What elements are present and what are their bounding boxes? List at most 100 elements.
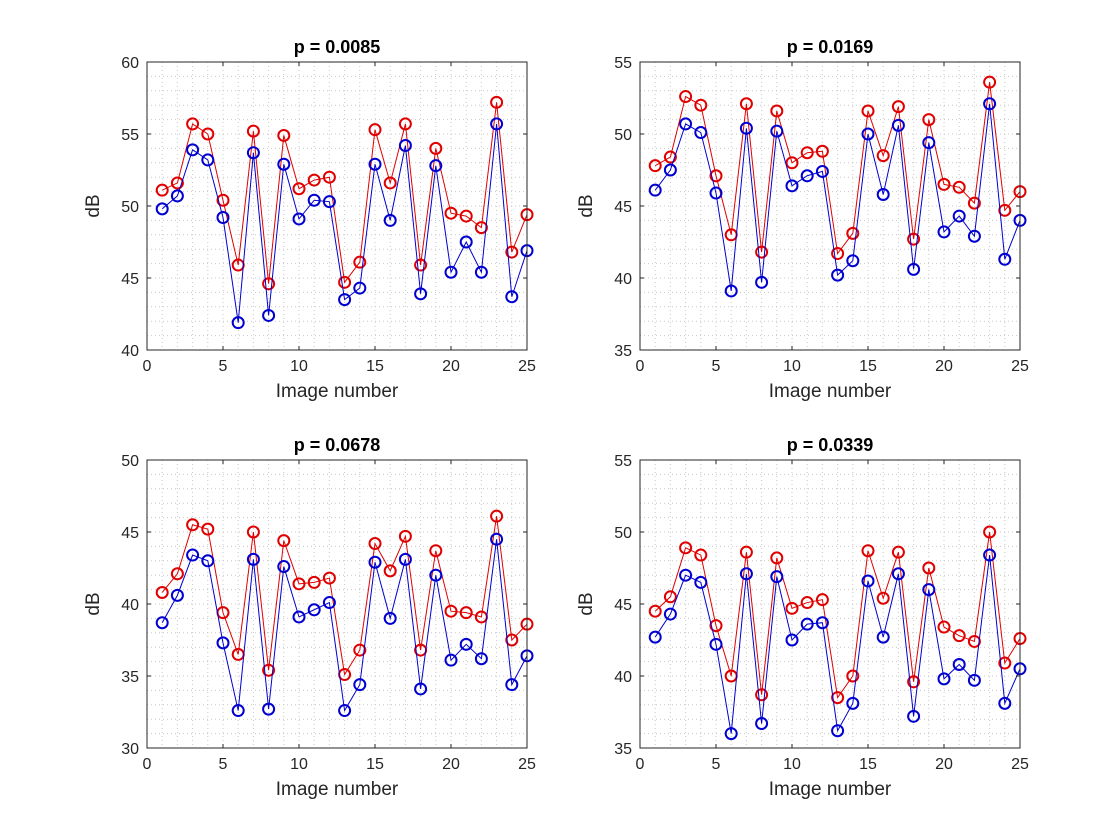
data-point-red [694, 98, 708, 112]
data-point-red [444, 206, 458, 220]
data-point-blue [861, 574, 875, 588]
data-point-blue [474, 652, 488, 666]
data-point-red [186, 117, 200, 131]
data-point-red [770, 551, 784, 565]
data-point-red [338, 275, 352, 289]
y-tick-label: 45 [614, 199, 632, 216]
x-axis-label: Image number [769, 779, 892, 800]
chart-title: p = 0.0085 [294, 37, 381, 57]
series-line-red [161, 102, 528, 284]
data-point-blue [724, 727, 738, 741]
x-tick-label: 10 [783, 358, 801, 375]
data-point-blue [679, 568, 693, 582]
data-point-red [815, 593, 829, 607]
data-point-blue [201, 153, 215, 167]
data-point-red [998, 656, 1012, 670]
y-tick-label: 50 [614, 127, 632, 144]
data-point-red [459, 606, 473, 620]
x-tick-label: 0 [636, 756, 645, 773]
data-point-red [262, 663, 276, 677]
x-tick-label: 5 [219, 756, 228, 773]
data-point-red [398, 117, 412, 131]
series-blue [155, 117, 534, 330]
data-point-red [709, 169, 723, 183]
data-point-blue [983, 548, 997, 562]
data-point-blue [353, 678, 367, 692]
data-point-blue [937, 225, 951, 239]
data-point-blue [709, 637, 723, 651]
data-point-red [770, 104, 784, 118]
data-point-blue [694, 575, 708, 589]
data-point-blue [876, 187, 890, 201]
data-point-red [663, 150, 677, 164]
data-point-blue [322, 195, 336, 209]
data-point-red [383, 564, 397, 578]
data-point-red [277, 534, 291, 548]
data-point-blue [186, 548, 200, 562]
chart-title: p = 0.0169 [787, 37, 874, 57]
data-point-blue [800, 169, 814, 183]
x-tick-label: 25 [518, 756, 536, 773]
data-point-red [694, 548, 708, 562]
data-point-blue [490, 117, 504, 131]
data-point-blue [155, 202, 169, 216]
data-point-red [922, 561, 936, 575]
data-point-blue [186, 143, 200, 157]
data-point-red [444, 604, 458, 618]
data-point-red [459, 209, 473, 223]
y-tick-label: 35 [614, 741, 632, 758]
data-point-blue [648, 630, 662, 644]
data-point-red [490, 95, 504, 109]
data-point-blue [459, 637, 473, 651]
data-point-blue [490, 532, 504, 546]
data-point-red [246, 124, 260, 138]
data-point-red [246, 525, 260, 539]
data-point-blue [891, 118, 905, 132]
data-point-red [155, 183, 169, 197]
data-point-red [186, 518, 200, 532]
data-point-red [322, 571, 336, 585]
data-point-blue [739, 567, 753, 581]
data-point-red [876, 591, 890, 605]
y-axis-label: dB [83, 194, 104, 217]
y-tick-label: 35 [614, 343, 632, 360]
data-point-blue [891, 567, 905, 581]
data-point-red [739, 97, 753, 111]
x-tick-label: 25 [518, 358, 536, 375]
data-point-blue [663, 163, 677, 177]
data-point-red [429, 544, 443, 558]
data-point-blue [170, 588, 184, 602]
data-point-blue [907, 709, 921, 723]
data-point-red [648, 604, 662, 618]
data-point-red [952, 180, 966, 194]
series-blue [648, 548, 1027, 741]
data-point-red [983, 75, 997, 89]
data-point-red [831, 247, 845, 261]
data-point-blue [292, 610, 306, 624]
data-point-blue [383, 213, 397, 227]
data-point-blue [277, 157, 291, 171]
data-point-blue [846, 254, 860, 268]
x-tick-label: 5 [219, 358, 228, 375]
data-point-blue [338, 293, 352, 307]
data-point-blue [846, 696, 860, 710]
data-point-blue [739, 121, 753, 135]
series-red [648, 75, 1027, 261]
series-line-blue [161, 539, 528, 713]
x-tick-label: 25 [1011, 756, 1029, 773]
data-point-red [952, 629, 966, 643]
data-point-red [505, 633, 519, 647]
data-point-blue [429, 568, 443, 582]
data-point-blue [861, 127, 875, 141]
data-point-blue [937, 672, 951, 686]
x-tick-label: 15 [859, 358, 877, 375]
series-blue [648, 97, 1027, 298]
x-tick-label: 20 [442, 358, 460, 375]
x-tick-label: 0 [636, 358, 645, 375]
y-tick-label: 60 [121, 55, 139, 72]
data-point-blue [429, 159, 443, 173]
x-tick-label: 10 [783, 756, 801, 773]
data-point-red [307, 575, 321, 589]
data-point-red [201, 522, 215, 536]
data-point-red [353, 643, 367, 657]
